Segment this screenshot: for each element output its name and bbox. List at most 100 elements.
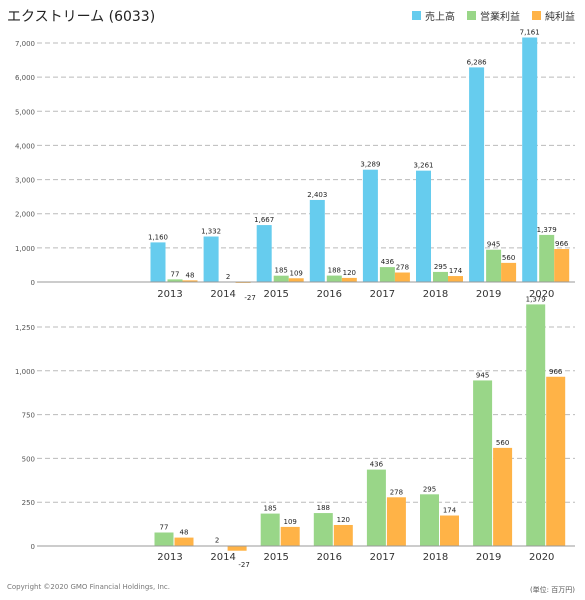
data-label: 48 <box>180 529 189 537</box>
data-label: 295 <box>434 263 447 271</box>
x-tick-label: 2019 <box>476 289 501 300</box>
x-tick-label: 2013 <box>157 552 182 563</box>
bar <box>280 526 300 546</box>
data-label: 77 <box>171 270 180 278</box>
bar <box>326 275 342 282</box>
legend-item-operating-profit: 営業利益 <box>467 8 520 23</box>
bar <box>273 275 289 282</box>
bar <box>341 277 357 282</box>
chart-title: エクストリーム (6033) <box>7 9 156 25</box>
data-label: 2,403 <box>307 191 327 199</box>
data-label: 77 <box>160 524 169 532</box>
x-tick-label: 2017 <box>370 552 395 563</box>
data-label: 109 <box>290 269 303 277</box>
bar <box>227 546 247 551</box>
bar <box>182 280 198 282</box>
charts-canvas: 0 1,000 2,000 3,000 4,000 5,000 6,000 7,000 1,16… <box>15 29 575 569</box>
data-label: 1,667 <box>254 216 274 224</box>
legend-label-sales: 売上高 <box>425 12 455 23</box>
bar <box>174 537 194 546</box>
legend-item-sales: 売上高 <box>412 8 455 23</box>
bar <box>394 272 410 282</box>
data-label: 436 <box>381 258 395 266</box>
bar <box>386 497 406 546</box>
bar <box>379 267 395 282</box>
x-tick-label: 2020 <box>529 552 554 563</box>
x-tick-label: 2019 <box>476 552 501 563</box>
y-tick-label: 750 <box>22 412 35 420</box>
bar <box>473 380 493 546</box>
data-label: 560 <box>496 439 509 447</box>
legend-item-net-profit: 純利益 <box>532 8 575 23</box>
bar <box>501 262 517 282</box>
bar <box>522 37 538 283</box>
y-tick-label: 2,000 <box>15 211 35 219</box>
x-tick-label: 2020 <box>529 289 554 300</box>
bar <box>420 494 439 546</box>
data-label: 6,286 <box>467 58 488 66</box>
bar <box>440 515 459 546</box>
x-tick-label: 2015 <box>263 552 288 563</box>
data-label: 436 <box>370 461 384 469</box>
bar <box>486 249 502 282</box>
data-label: 174 <box>449 267 463 275</box>
y-tick-label: 6,000 <box>15 74 35 82</box>
bar <box>203 236 219 282</box>
x-tick-label: 2013 <box>157 289 182 300</box>
y-tick-label: 500 <box>22 455 35 463</box>
data-label: 3,289 <box>360 161 380 169</box>
data-label: 1,160 <box>148 233 168 241</box>
y-tick-label: 1,000 <box>15 368 35 376</box>
y-tick-label: 7,000 <box>15 40 35 48</box>
bar <box>539 234 555 282</box>
legend-label-operating-profit: 営業利益 <box>480 12 520 23</box>
data-label: 174 <box>443 507 457 515</box>
data-label: 48 <box>186 271 195 279</box>
data-label: 966 <box>549 368 563 376</box>
legend-swatch-operating-profit <box>467 11 476 20</box>
x-tick-label: 2015 <box>263 289 288 300</box>
y-tick-label: 3,000 <box>15 177 35 185</box>
data-label: 120 <box>337 516 350 524</box>
x-tick-label: 2016 <box>317 552 342 563</box>
data-label: 2 <box>215 537 219 545</box>
data-label: 966 <box>555 240 569 248</box>
bar <box>288 278 304 282</box>
data-label: 1,379 <box>537 226 557 234</box>
data-label: 185 <box>264 505 277 513</box>
data-label: -27 <box>244 294 255 302</box>
bar <box>150 242 166 282</box>
data-label: 278 <box>390 488 403 496</box>
data-label: 120 <box>343 269 356 277</box>
data-label: 945 <box>476 371 489 379</box>
data-label: -27 <box>238 561 249 569</box>
unit-note: (単位: 百万円) <box>529 586 575 594</box>
data-label: 560 <box>502 254 515 262</box>
bar <box>154 532 174 546</box>
data-label: 1,379 <box>526 295 546 303</box>
y-tick-label: 4,000 <box>15 142 35 150</box>
y-tick-label: 1,250 <box>15 324 35 332</box>
data-label: 295 <box>423 485 436 493</box>
bar <box>333 524 353 546</box>
x-tick-label: 2016 <box>317 289 342 300</box>
data-label: 7,161 <box>520 29 540 37</box>
x-tick-label: 2018 <box>423 552 448 563</box>
copyright-text: Copyright ©2020 GMO Financial Holdings, … <box>7 583 170 591</box>
x-tick-label: 2014 <box>210 289 235 300</box>
data-label: 3,261 <box>413 162 433 170</box>
data-label: 1,332 <box>201 228 221 236</box>
bar <box>260 513 280 546</box>
data-label: 188 <box>328 267 341 275</box>
data-label: 109 <box>284 518 297 526</box>
y-tick-label: 5,000 <box>15 108 35 116</box>
y-tick-label: 0 <box>31 543 35 551</box>
bar <box>493 447 513 546</box>
y-tick-label: 0 <box>31 279 35 287</box>
x-tick-label: 2018 <box>423 289 448 300</box>
bar <box>554 249 570 282</box>
bar <box>313 513 333 546</box>
legend: 売上高 営業利益 純利益 <box>412 8 575 23</box>
bar <box>448 276 463 282</box>
data-label: 185 <box>275 267 288 275</box>
